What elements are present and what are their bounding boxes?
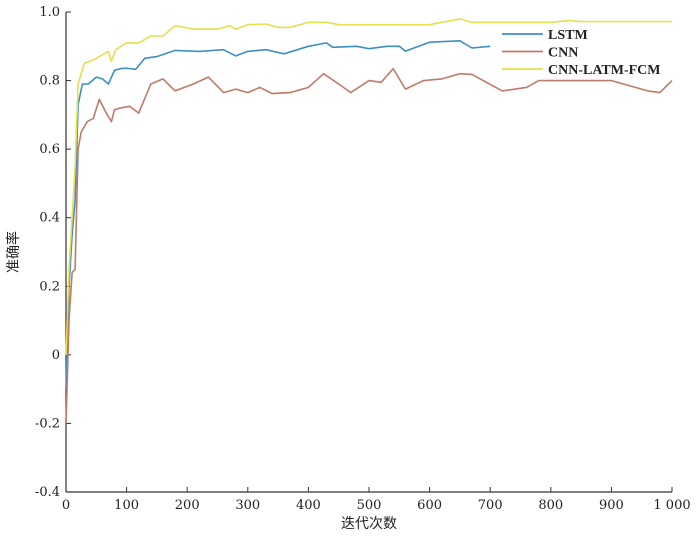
legend-label: CNN-LATM-FCM [548,63,661,78]
x-tick-label: 900 [599,498,624,513]
series-lines [65,18,673,424]
x-tick-label: 100 [114,498,139,513]
y-tick-label: 0.6 [39,142,60,157]
x-tick-label: 600 [417,498,442,513]
series-line-cnn-latm-fcm [65,18,672,355]
x-tick-label: 800 [538,498,563,513]
legend-label: LSTM [548,28,588,43]
series-line-lstm [65,40,491,390]
legend-label: CNN [548,46,578,61]
y-tick-label: 0.2 [39,279,60,294]
series-line-cnn [65,67,673,424]
x-tick-label: 300 [235,498,260,513]
y-tick-label: -0.2 [35,416,60,431]
x-tick-label: 200 [175,498,200,513]
y-tick-label: 1.0 [39,5,60,20]
x-tick-label: 700 [478,498,503,513]
y-tick-label: 0.4 [39,211,60,226]
y-tick-label: 0 [52,348,60,363]
y-axis-label: 准确率 [5,231,22,273]
legend: LSTM CNN CNN-LATM-FCM [502,28,661,78]
y-tick-label: 0.8 [39,74,60,89]
x-tick-label: 400 [296,498,321,513]
axes: -0.4 -0.2 0 0.2 0.4 0.6 0.8 1.0 0 100 200 300 400 500… [35,5,691,513]
y-tick-label: -0.4 [35,485,60,500]
x-tick-label: 0 [62,498,70,513]
x-tick-label: 500 [357,498,382,513]
x-axis-label: 迭代次数 [341,516,397,532]
x-tick-label: 1 000 [653,498,690,513]
